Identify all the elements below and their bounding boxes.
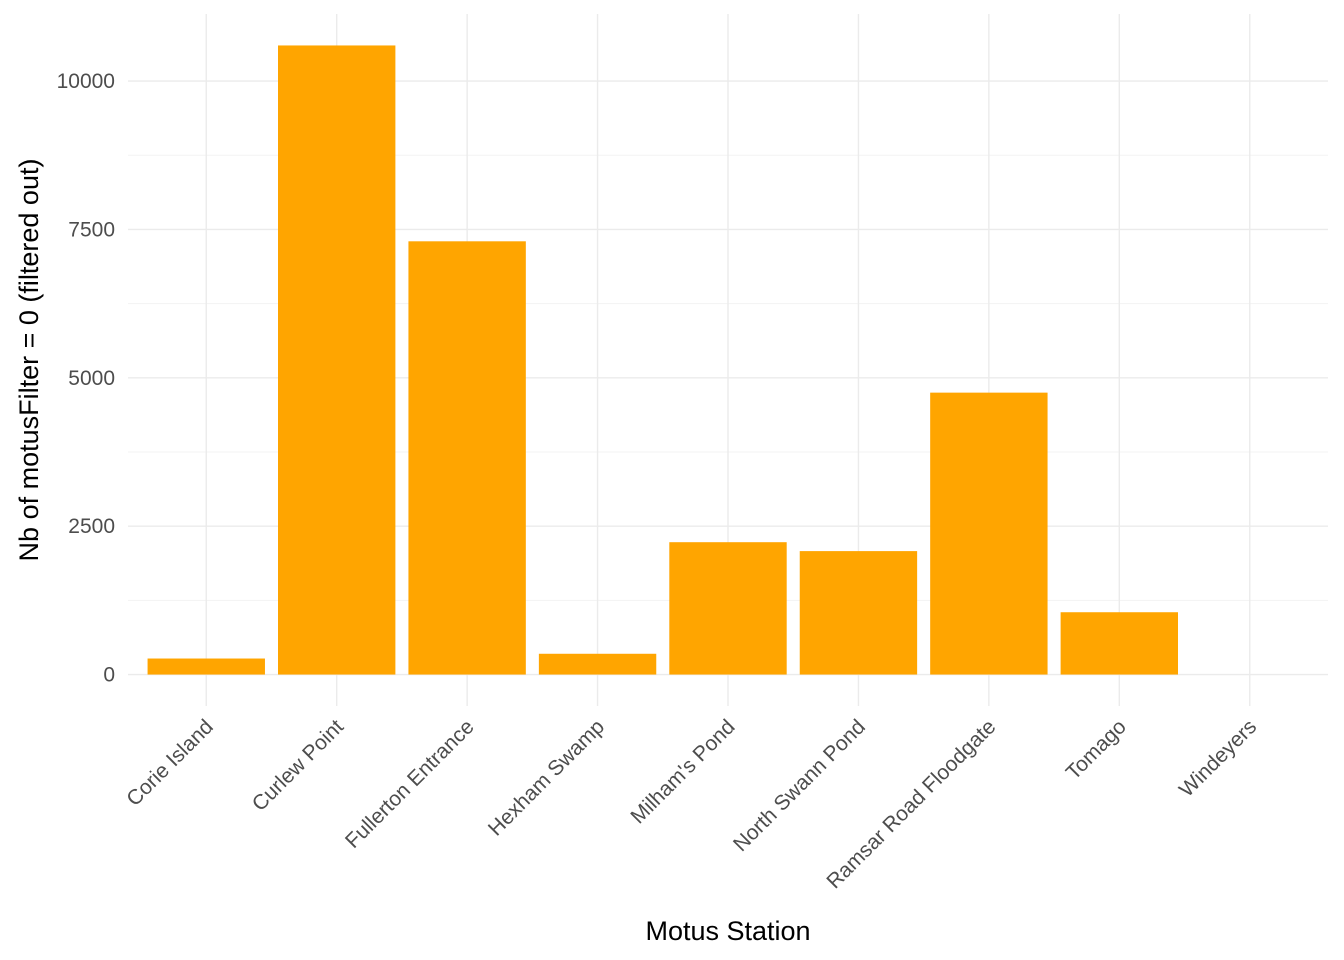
x-tick-label: North Swann Pond [729, 715, 870, 856]
y-axis-ticks: 0 2500 5000 7500 10000 [57, 70, 115, 686]
y-axis-title: Nb of motusFilter = 0 (filtered out) [14, 159, 44, 562]
bar [408, 241, 526, 675]
bar [930, 392, 1048, 675]
x-tick-label: Tomago [1062, 715, 1131, 784]
bar [669, 542, 787, 675]
x-tick-label: Corie Island [122, 715, 218, 811]
y-tick-label: 0 [103, 664, 115, 687]
y-tick-label: 7500 [68, 218, 115, 241]
y-tick-label: 5000 [68, 367, 115, 390]
bar [1060, 612, 1178, 675]
y-tick-label: 10000 [57, 70, 115, 93]
x-axis-title: Motus Station [645, 916, 810, 946]
bar [278, 45, 396, 675]
x-tick-label: Windeyers [1175, 715, 1261, 801]
bar [799, 551, 918, 675]
x-tick-label: Fullerton Entrance [341, 715, 479, 853]
bar-layer [147, 45, 1178, 675]
bar [538, 653, 657, 675]
bar [147, 658, 265, 675]
x-tick-label: Milham's Pond [626, 715, 739, 828]
x-tick-label: Hexham Swamp [484, 715, 609, 840]
x-tick-label: Curlew Point [248, 715, 349, 816]
y-tick-label: 2500 [68, 515, 115, 538]
